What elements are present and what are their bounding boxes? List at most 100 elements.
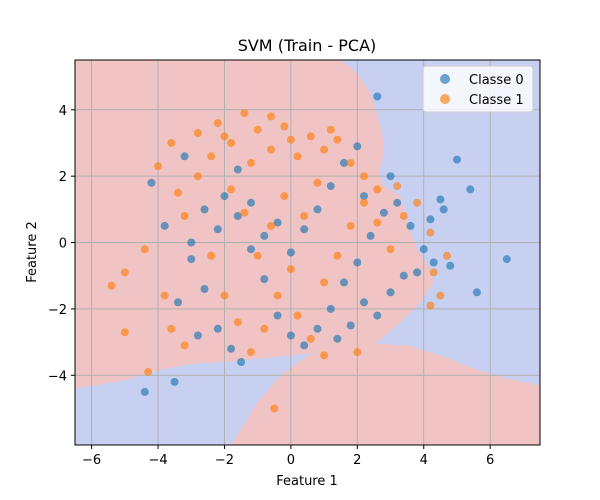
data-point-class-1 bbox=[443, 251, 451, 260]
data-point-class-1 bbox=[333, 251, 342, 260]
data-point-class-0 bbox=[313, 324, 322, 333]
data-point-class-0 bbox=[200, 285, 209, 293]
data-point-class-1 bbox=[174, 188, 182, 197]
data-point-class-0 bbox=[353, 258, 362, 267]
x-axis-ticks: −6 −4 −2 0 2 4 6 bbox=[82, 445, 494, 468]
data-point-class-1 bbox=[267, 221, 275, 230]
data-point-class-0 bbox=[286, 331, 295, 340]
x-tick-label: 4 bbox=[420, 453, 428, 468]
data-point-class-0 bbox=[247, 245, 255, 254]
data-point-class-0 bbox=[386, 288, 395, 297]
data-point-class-1 bbox=[346, 158, 355, 167]
data-point-class-1 bbox=[306, 334, 315, 343]
data-point-class-0 bbox=[406, 221, 415, 230]
data-point-class-0 bbox=[260, 275, 269, 284]
data-point-class-0 bbox=[366, 231, 375, 240]
data-point-class-0 bbox=[502, 255, 511, 264]
data-point-class-1 bbox=[120, 328, 129, 337]
data-point-class-1 bbox=[413, 198, 422, 207]
data-point-class-0 bbox=[466, 185, 475, 194]
data-point-class-0 bbox=[147, 178, 156, 187]
data-point-class-0 bbox=[233, 165, 242, 174]
data-point-class-1 bbox=[193, 129, 202, 137]
y-tick-label: −2 bbox=[48, 303, 67, 318]
data-point-class-1 bbox=[247, 158, 255, 167]
data-point-class-0 bbox=[213, 324, 222, 333]
data-point-class-1 bbox=[107, 281, 116, 290]
data-point-class-0 bbox=[273, 311, 282, 320]
data-point-class-0 bbox=[399, 271, 408, 280]
x-tick-label: 6 bbox=[486, 453, 494, 468]
data-point-class-0 bbox=[472, 288, 481, 297]
data-point-class-1 bbox=[140, 245, 149, 254]
data-point-class-0 bbox=[140, 387, 149, 396]
data-point-class-0 bbox=[353, 142, 362, 151]
data-point-class-1 bbox=[240, 208, 249, 217]
data-point-class-1 bbox=[320, 351, 329, 360]
data-point-class-0 bbox=[200, 205, 209, 214]
data-point-class-1 bbox=[220, 132, 229, 141]
data-point-class-1 bbox=[267, 145, 275, 154]
data-point-class-0 bbox=[170, 377, 179, 386]
data-point-class-1 bbox=[240, 109, 249, 118]
data-point-class-0 bbox=[187, 238, 196, 247]
legend: Classe 0 Classe 1 bbox=[422, 65, 534, 113]
plot-area bbox=[75, 60, 540, 445]
data-point-class-1 bbox=[120, 268, 129, 277]
data-point-class-1 bbox=[220, 291, 229, 300]
data-point-class-1 bbox=[333, 135, 342, 144]
legend-marker-classe-0 bbox=[440, 74, 450, 84]
data-point-class-0 bbox=[286, 248, 295, 257]
data-point-class-0 bbox=[340, 278, 348, 287]
data-point-class-1 bbox=[270, 404, 279, 413]
data-point-class-0 bbox=[413, 268, 422, 277]
data-point-class-0 bbox=[313, 205, 322, 214]
data-point-class-1 bbox=[280, 192, 289, 201]
legend-label-classe-1: Classe 1 bbox=[469, 93, 524, 108]
data-point-class-1 bbox=[353, 348, 362, 357]
data-point-class-0 bbox=[326, 304, 335, 313]
decision-region-class-1-upper bbox=[75, 60, 434, 389]
data-point-class-1 bbox=[207, 251, 216, 260]
data-point-class-0 bbox=[360, 298, 368, 307]
data-point-class-1 bbox=[253, 251, 262, 260]
data-point-class-1 bbox=[180, 341, 189, 350]
data-point-class-1 bbox=[293, 152, 302, 161]
data-point-class-0 bbox=[213, 225, 222, 234]
y-tick-label: 0 bbox=[59, 237, 67, 252]
data-point-class-1 bbox=[346, 221, 355, 230]
data-point-class-0 bbox=[187, 255, 196, 264]
data-point-class-1 bbox=[207, 152, 216, 161]
data-point-class-1 bbox=[373, 185, 382, 194]
data-point-class-1 bbox=[320, 145, 329, 154]
data-point-class-0 bbox=[426, 215, 435, 224]
legend-box bbox=[422, 65, 534, 113]
data-point-class-1 bbox=[227, 185, 236, 194]
data-point-class-0 bbox=[439, 205, 448, 214]
series-classe-0 bbox=[140, 92, 511, 396]
data-point-class-1 bbox=[247, 348, 255, 357]
data-point-class-1 bbox=[320, 278, 329, 287]
data-point-class-1 bbox=[233, 318, 242, 327]
data-point-class-0 bbox=[260, 231, 269, 240]
data-point-class-0 bbox=[247, 198, 255, 207]
data-point-class-0 bbox=[340, 158, 348, 167]
data-point-class-0 bbox=[373, 92, 382, 101]
data-point-class-1 bbox=[436, 291, 445, 300]
data-point-class-0 bbox=[180, 152, 189, 161]
data-point-class-0 bbox=[333, 334, 342, 343]
data-point-class-0 bbox=[273, 218, 282, 227]
chart-title: SVM (Train - PCA) bbox=[238, 36, 377, 55]
data-point-class-1 bbox=[306, 132, 315, 141]
data-point-class-1 bbox=[193, 172, 202, 181]
data-point-class-1 bbox=[253, 125, 262, 134]
data-point-class-1 bbox=[286, 135, 295, 144]
data-point-class-0 bbox=[373, 311, 382, 320]
data-point-class-0 bbox=[446, 261, 455, 270]
data-point-class-1 bbox=[144, 368, 153, 376]
x-axis-label: Feature 1 bbox=[276, 474, 338, 489]
y-tick-label: 2 bbox=[59, 170, 67, 185]
data-point-class-0 bbox=[379, 208, 388, 217]
data-point-class-0 bbox=[360, 192, 368, 201]
data-point-class-1 bbox=[293, 311, 302, 320]
